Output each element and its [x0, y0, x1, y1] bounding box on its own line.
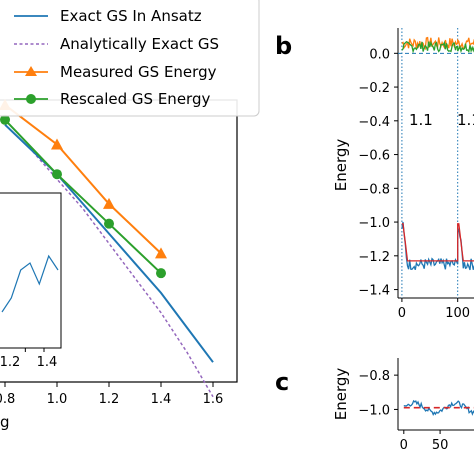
panel-b-y-tick-label: −0.4 — [358, 115, 390, 130]
inset-frame — [0, 192, 62, 349]
main-series-line-0 — [4, 123, 214, 363]
panel-c-label: c — [275, 368, 289, 396]
main-x-tick-label: 1.6 — [203, 392, 224, 407]
panel-b-x-ticks: 0 100 — [398, 298, 470, 321]
main-x-tick-label: 1.4 — [151, 392, 172, 407]
legend-marker-rescaled — [26, 94, 36, 104]
panel-b-annotation-2: 1.1 — [457, 111, 474, 129]
panel-b-x-tick-label: 0 — [398, 306, 406, 321]
inset-x-tick-label: 1.2 — [0, 355, 20, 370]
inset-chart: 1.2 1.4 — [0, 192, 62, 370]
legend-label-exact: Exact GS In Ansatz — [60, 7, 202, 25]
panel-b-y-tick-label: −0.2 — [358, 81, 390, 96]
panel-c-series — [403, 399, 474, 417]
panel-b-y-tick-label: 0.0 — [369, 47, 390, 62]
rescaled-point — [104, 218, 114, 229]
rescaled-point — [0, 114, 10, 125]
panel-b-y-axis-label: Energy — [332, 139, 350, 192]
panel-c-chart: −0.8 −1.0 0 50 Energy — [332, 358, 474, 453]
panel-b-x-tick-label: 100 — [445, 306, 470, 321]
main-x-tick-label: 1.0 — [47, 392, 68, 407]
main-series-lines — [0, 98, 214, 398]
measured-point — [103, 197, 115, 209]
panel-b-trace-1 — [401, 40, 474, 54]
main-chart: 0.8 1.0 1.2 1.4 1.6 g 1.2 1.4 Exact GS In Ans… — [0, 0, 260, 431]
panel-c-x-tick-label: 50 — [432, 438, 449, 453]
panel-b-y-tick-label: −0.6 — [358, 149, 390, 164]
panel-c-y-ticks: −0.8 −1.0 — [358, 369, 398, 418]
panel-c-y-axis-label: Energy — [332, 368, 350, 421]
panel-c-y-tick-label: −1.0 — [358, 403, 390, 418]
panel-b-annotation-1: 1.1 — [409, 111, 433, 129]
main-series-line-1 — [4, 124, 214, 398]
inset-series-line — [1, 254, 59, 313]
inset-x-tick-label: 1.4 — [37, 355, 58, 370]
panel-b-y-tick-label: −1.2 — [358, 250, 390, 265]
measured-point — [51, 138, 63, 150]
panel-b-y-ticks: 0.0 −0.2 −0.4 −0.6 −0.8 −1.0 −1.2 −1.4 — [358, 47, 398, 299]
legend-label-analytic: Analytically Exact GS — [60, 35, 219, 53]
panel-b-series — [398, 28, 474, 298]
legend-label-rescaled: Rescaled GS Energy — [60, 90, 210, 108]
panel-b-trace-2 — [401, 221, 474, 271]
panel-c-y-tick-label: −0.8 — [358, 369, 390, 384]
panel-b-y-tick-label: −1.0 — [358, 216, 390, 231]
measured-point — [155, 247, 167, 259]
main-x-axis-label: g — [0, 413, 10, 431]
rescaled-point — [52, 169, 62, 180]
rescaled-point — [156, 268, 166, 279]
panel-c-x-ticks: 0 50 — [400, 430, 449, 453]
main-series-line-3 — [4, 119, 162, 274]
legend-box — [0, 0, 260, 117]
panel-b-chart: 0.0 −0.2 −0.4 −0.6 −0.8 −1.0 −1.2 −1.4 0 100 Ene… — [332, 28, 474, 321]
panel-b-y-tick-label: −1.4 — [358, 284, 390, 299]
panel-b-y-tick-label: −0.8 — [358, 182, 390, 197]
main-series-line-2 — [4, 104, 162, 255]
legend-marker-measured — [25, 66, 37, 76]
panel-b-label: b — [275, 32, 292, 60]
main-x-ticks: 0.8 1.0 1.2 1.4 1.6 — [0, 382, 223, 407]
main-x-tick-label: 0.8 — [0, 392, 15, 407]
inset-x-ticks: 1.2 1.4 — [0, 348, 57, 370]
main-legend: Exact GS In Ansatz Analytically Exact GS… — [0, 0, 260, 117]
main-x-tick-label: 1.2 — [99, 392, 120, 407]
legend-label-measured: Measured GS Energy — [60, 63, 217, 81]
panel-b-trace-3 — [401, 223, 474, 262]
panel-c-x-tick-label: 0 — [400, 438, 408, 453]
